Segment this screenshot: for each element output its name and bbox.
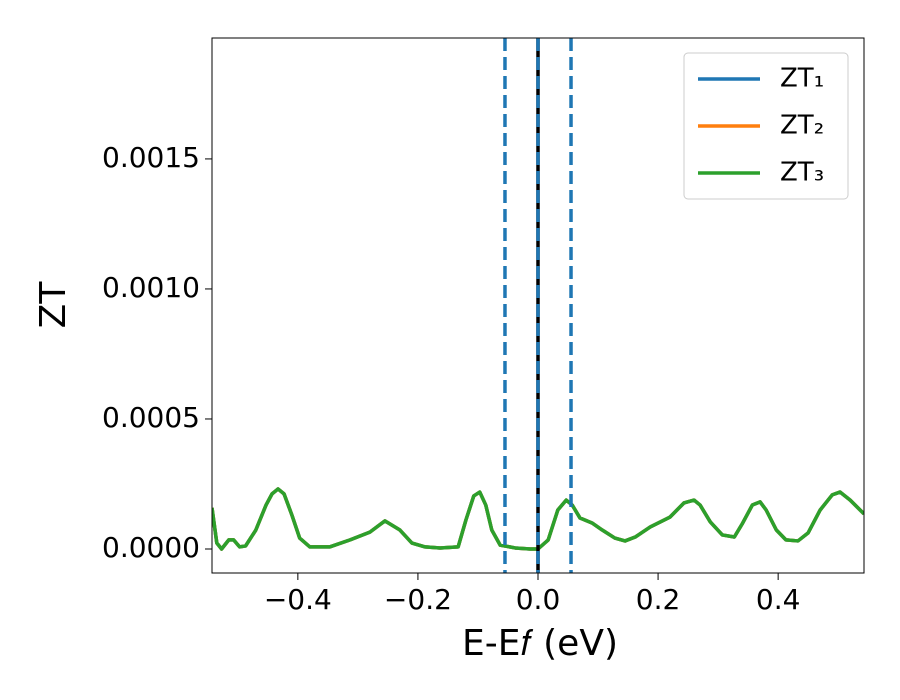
series-line — [212, 487, 864, 551]
y-tick-label: 0.0005 — [102, 401, 200, 434]
x-tick-label: 0.4 — [756, 583, 801, 616]
y-axis-label: ZT — [33, 281, 74, 329]
x-tick-label: −0.2 — [384, 583, 452, 616]
x-tick-label: 0.0 — [516, 583, 561, 616]
y-tick-label: 0.0010 — [102, 271, 200, 304]
legend-box — [683, 52, 849, 200]
x-axis-label: E-E𝑓 (eV) — [462, 623, 618, 664]
plot-frame — [211, 37, 865, 574]
legend-label: ZT₂ — [780, 111, 824, 141]
x-tick-label: 0.2 — [636, 583, 681, 616]
y-tick-label: 0.0015 — [102, 141, 200, 174]
y-tick-label: 0.0000 — [102, 531, 200, 564]
legend-label: ZT₁ — [780, 64, 824, 94]
legend-label: ZT₃ — [780, 158, 824, 188]
x-tick-label: −0.4 — [264, 583, 332, 616]
